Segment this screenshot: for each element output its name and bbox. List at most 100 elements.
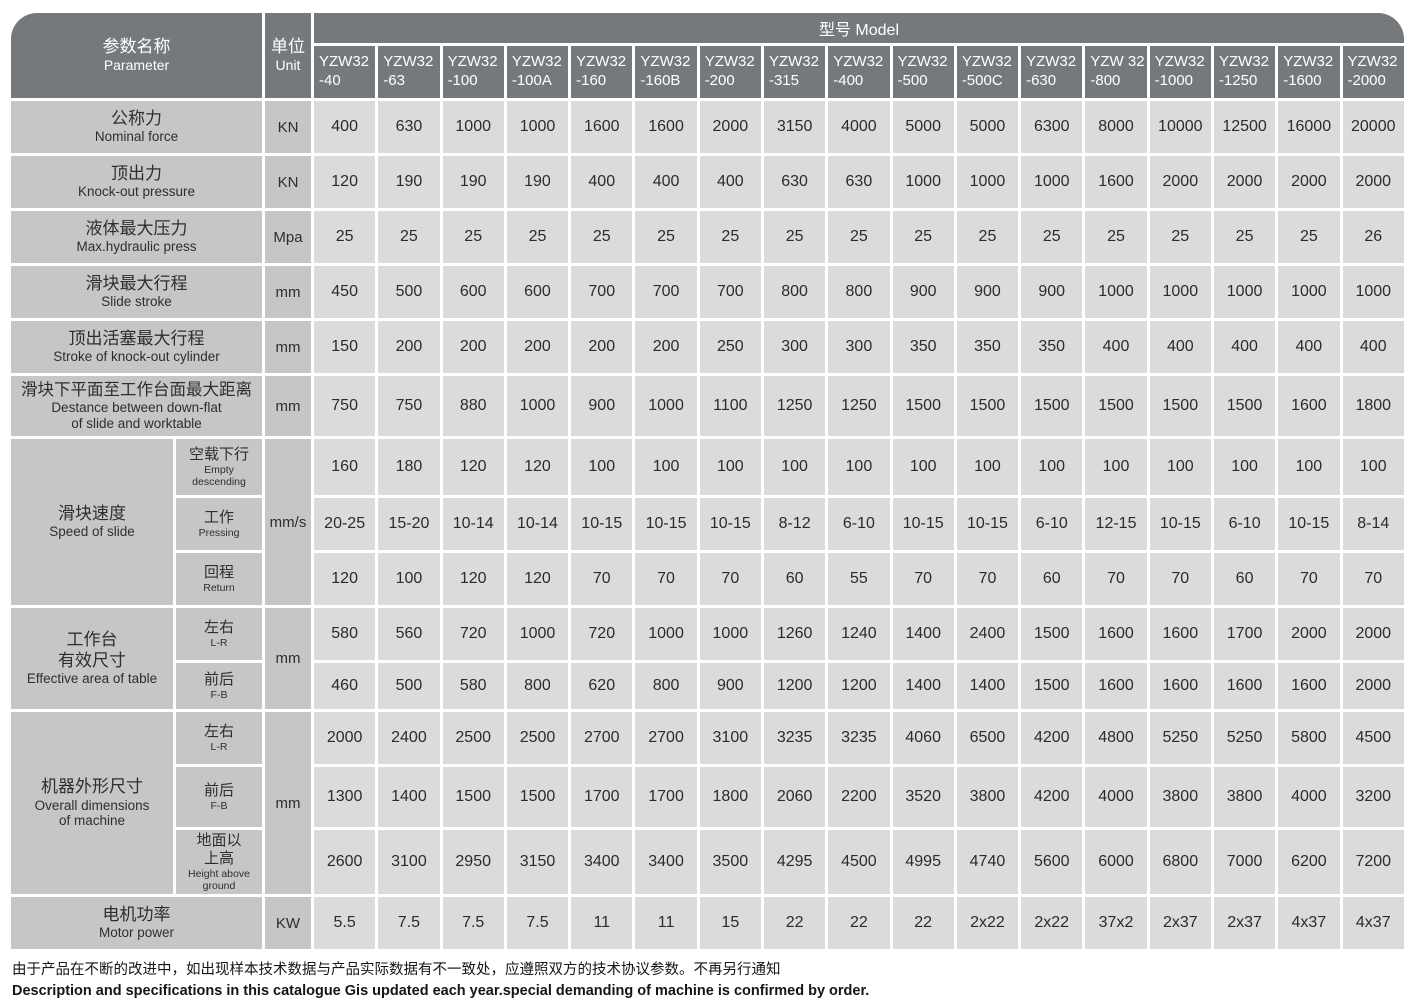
value-cell-machine-fb-500: 3520	[892, 767, 954, 827]
value-cell-motor-power-500C: 2x22	[956, 897, 1019, 949]
value-cell-table-fb-1000: 1600	[1149, 663, 1211, 709]
value-cell-nominal-force-500C: 5000	[956, 101, 1019, 153]
value-cell-knockout-pressure-400: 630	[828, 156, 890, 208]
value-cell-knockout-pressure-500: 1000	[892, 156, 954, 208]
value-cell-slide-worktable-distance-1000: 1500	[1149, 376, 1211, 436]
param-name-zh: 机器外形尺寸	[41, 777, 143, 797]
value-cell-max-hydraulic-press-63: 25	[378, 211, 440, 263]
param-name-knockout-pressure: 顶出力 Knock-out pressure	[11, 156, 262, 208]
value-cell-slide-stroke-1250: 1000	[1213, 266, 1276, 318]
value-cell-motor-power-630: 2x22	[1021, 897, 1083, 949]
value-cell-pressing-2000: 8-14	[1342, 498, 1404, 550]
value-cell-table-lr-1250: 1700	[1213, 608, 1276, 660]
value-cell-height-above-ground-160B: 3400	[635, 830, 697, 894]
param-name-en: Max.hydraulic press	[76, 239, 197, 255]
value-cell-table-lr-100: 720	[442, 608, 504, 660]
value-cell-max-hydraulic-press-1250: 25	[1213, 211, 1276, 263]
value-cell-max-hydraulic-press-40: 25	[314, 211, 376, 263]
unit-header-en: Unit	[275, 57, 301, 74]
value-cell-table-lr-100A: 1000	[506, 608, 569, 660]
subrow-label-zh: 前后	[203, 781, 234, 799]
value-cell-empty-descending-1250: 100	[1213, 439, 1276, 495]
unit-cell-slide-stroke: mm	[265, 266, 311, 318]
value-cell-machine-fb-630: 4200	[1021, 767, 1083, 827]
subrow-label-zh: 回程	[203, 563, 234, 581]
value-cell-table-fb-100A: 800	[506, 663, 569, 709]
value-cell-slide-worktable-distance-1600: 1600	[1278, 376, 1340, 436]
footnote: 由于产品在不断的改进中，如出现样本技术数据与产品实际数据有不一致处，应遵照双方的…	[12, 960, 1407, 1002]
value-cell-nominal-force-500: 5000	[892, 101, 954, 153]
param-name-en: Effective area of table	[26, 671, 158, 687]
value-cell-return-2000: 70	[1342, 553, 1404, 605]
value-cell-pressing-400: 6-10	[828, 498, 890, 550]
value-cell-height-above-ground-500C: 4740	[956, 830, 1019, 894]
unit-cell-slide-worktable-distance: mm	[265, 376, 311, 436]
model-header-100: YZW32 -100	[442, 46, 504, 98]
unit-cell-overall-dimensions: mm	[265, 712, 311, 894]
model-header-1000: YZW32 -1000	[1149, 46, 1211, 98]
value-cell-motor-power-800: 37x2	[1085, 897, 1147, 949]
value-cell-motor-power-2000: 4x37	[1342, 897, 1404, 949]
unit-cell-table-effective-area: mm	[265, 608, 311, 709]
row-knockout-pressure: 顶出力 Knock-out pressure KN 120 190 190 190 400 40…	[11, 156, 1404, 208]
spec-table: 参数名称 Parameter 单位 Unit 型号 Model YZW32 -4…	[8, 10, 1407, 952]
value-cell-knockout-cylinder-stroke-500C: 350	[956, 321, 1019, 373]
param-name-speed-of-slide: 滑块速度 Speed of slide	[11, 439, 173, 605]
value-cell-motor-power-315: 22	[763, 897, 826, 949]
value-cell-table-fb-100: 580	[442, 663, 504, 709]
value-cell-max-hydraulic-press-315: 25	[763, 211, 826, 263]
value-cell-machine-lr-100: 2500	[442, 712, 504, 764]
param-name-table-effective-area: 工作台 有效尺寸 Effective area of table	[11, 608, 173, 709]
value-cell-slide-stroke-1000: 1000	[1149, 266, 1211, 318]
value-cell-table-fb-1600: 1600	[1278, 663, 1340, 709]
row-motor-power: 电机功率 Motor power KW 5.5 7.5 7.5 7.5 11 11 15 22 22 2…	[11, 897, 1404, 949]
model-header-100A: YZW32 -100A	[506, 46, 569, 98]
value-cell-empty-descending-160B: 100	[635, 439, 697, 495]
value-cell-knockout-cylinder-stroke-200: 250	[699, 321, 761, 373]
value-cell-knockout-cylinder-stroke-1000: 400	[1149, 321, 1211, 373]
value-cell-machine-fb-160: 1700	[571, 767, 633, 827]
value-cell-knockout-cylinder-stroke-800: 400	[1085, 321, 1147, 373]
value-cell-empty-descending-100A: 120	[506, 439, 569, 495]
value-cell-slide-stroke-40: 450	[314, 266, 376, 318]
value-cell-height-above-ground-100: 2950	[442, 830, 504, 894]
value-cell-height-above-ground-2000: 7200	[1342, 830, 1404, 894]
header-row-top: 参数名称 Parameter 单位 Unit 型号 Model	[11, 13, 1404, 98]
value-cell-pressing-315: 8-12	[763, 498, 826, 550]
subrow-label-return: 回程 Return	[176, 553, 262, 605]
value-cell-slide-worktable-distance-1250: 1500	[1213, 376, 1276, 436]
value-cell-machine-lr-40: 2000	[314, 712, 376, 764]
value-cell-pressing-1000: 10-15	[1149, 498, 1211, 550]
value-cell-slide-stroke-500C: 900	[956, 266, 1019, 318]
model-header-800: YZW 32 -800	[1085, 46, 1147, 98]
value-cell-machine-lr-160B: 2700	[635, 712, 697, 764]
value-cell-pressing-500: 10-15	[892, 498, 954, 550]
value-cell-pressing-100A: 10-14	[506, 498, 569, 550]
value-cell-knockout-pressure-1600: 2000	[1278, 156, 1340, 208]
value-cell-table-fb-500C: 1400	[956, 663, 1019, 709]
value-cell-machine-fb-63: 1400	[378, 767, 440, 827]
param-name-slide-stroke: 滑块最大行程 Slide stroke	[11, 266, 262, 318]
value-cell-slide-stroke-315: 800	[763, 266, 826, 318]
value-cell-machine-lr-500C: 6500	[956, 712, 1019, 764]
value-cell-return-100: 120	[442, 553, 504, 605]
value-cell-pressing-160: 10-15	[571, 498, 633, 550]
value-cell-motor-power-1600: 4x37	[1278, 897, 1340, 949]
footnote-zh: 由于产品在不断的改进中，如出现样本技术数据与产品实际数据有不一致处，应遵照双方的…	[12, 962, 781, 978]
value-cell-slide-stroke-160: 700	[571, 266, 633, 318]
value-cell-empty-descending-630: 100	[1021, 439, 1083, 495]
value-cell-table-fb-630: 1500	[1021, 663, 1083, 709]
value-cell-table-lr-630: 1500	[1021, 608, 1083, 660]
value-cell-slide-worktable-distance-800: 1500	[1085, 376, 1147, 436]
subrow-label-en: Height above ground	[188, 867, 250, 892]
value-cell-slide-worktable-distance-500C: 1500	[956, 376, 1019, 436]
row-overall-dimensions-machine-lr: 机器外形尺寸 Overall dimensions of machine 左右 L-R…	[11, 712, 1404, 894]
value-cell-motor-power-500: 22	[892, 897, 954, 949]
value-cell-slide-worktable-distance-630: 1500	[1021, 376, 1083, 436]
value-cell-motor-power-160B: 11	[635, 897, 697, 949]
value-cell-height-above-ground-1000: 6800	[1149, 830, 1211, 894]
value-cell-slide-worktable-distance-100: 880	[442, 376, 504, 436]
value-cell-table-fb-500: 1400	[892, 663, 954, 709]
param-name-zh: 顶出活塞最大行程	[68, 329, 205, 349]
value-cell-knockout-cylinder-stroke-160B: 200	[635, 321, 697, 373]
